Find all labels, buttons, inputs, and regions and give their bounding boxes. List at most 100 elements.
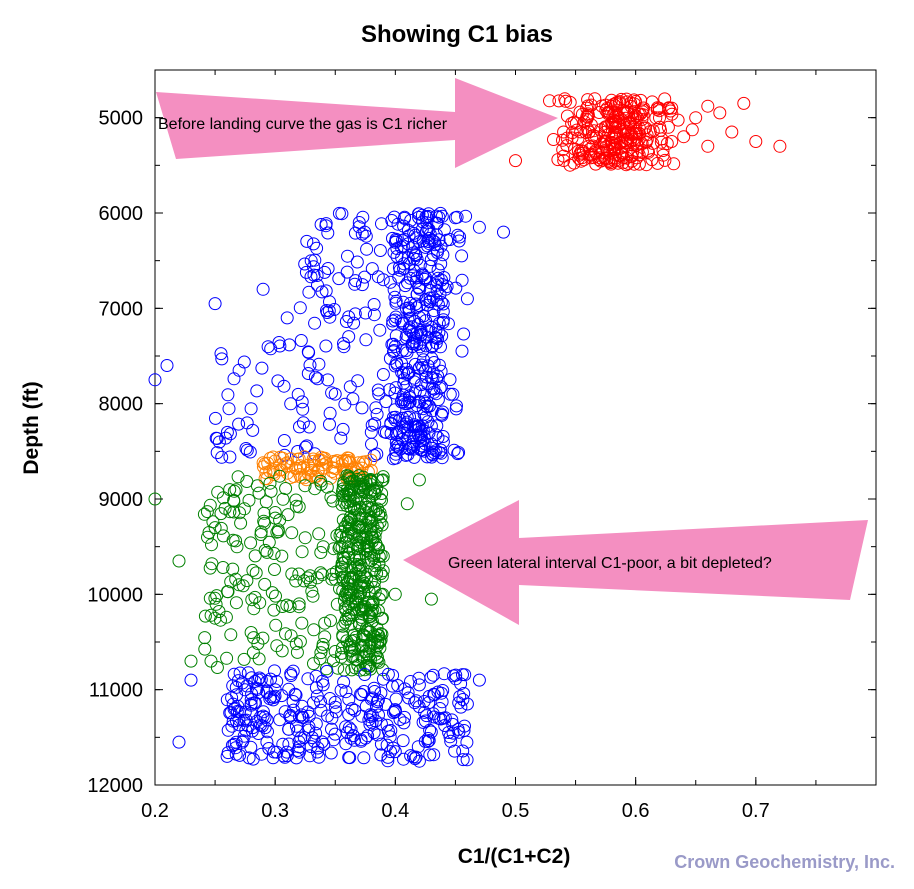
data-point (203, 591, 217, 605)
data-point (367, 581, 381, 594)
data-point (565, 116, 579, 130)
data-point (422, 689, 436, 703)
data-point (419, 339, 433, 353)
data-point (426, 291, 440, 305)
data-point (386, 314, 400, 328)
data-point (384, 417, 398, 431)
data-point (654, 123, 667, 137)
data-point (664, 104, 677, 118)
data-point (215, 450, 229, 464)
data-point (592, 106, 606, 119)
data-point (421, 222, 435, 236)
data-point (344, 617, 358, 631)
x-tick-label: 0.5 (502, 800, 530, 822)
data-point (363, 644, 376, 658)
data-point (407, 264, 421, 278)
data-point (423, 723, 437, 737)
data-point (422, 223, 436, 236)
data-point (361, 580, 374, 594)
data-point (282, 737, 296, 751)
data-point (424, 592, 438, 606)
data-point (427, 710, 441, 724)
data-point (314, 218, 328, 231)
data-point (677, 130, 691, 144)
data-point (310, 689, 324, 703)
data-point (301, 367, 315, 380)
y-tick-label: 8000 (99, 394, 144, 416)
annotation-arrows (156, 78, 868, 625)
data-point (221, 585, 234, 599)
data-point (246, 721, 260, 735)
data-point (646, 136, 660, 150)
data-point (437, 223, 451, 237)
data-point (434, 407, 448, 421)
data-point (624, 119, 637, 133)
data-point (374, 633, 388, 647)
data-point (268, 664, 281, 678)
data-point (389, 296, 403, 310)
data-point (302, 420, 316, 434)
data-point (365, 418, 379, 432)
data-point (369, 524, 383, 538)
data-point (409, 249, 423, 263)
data-point (203, 498, 217, 512)
data-point (713, 106, 727, 120)
data-point (285, 526, 299, 540)
data-point (597, 137, 611, 151)
data-point (301, 672, 315, 686)
data-point (292, 500, 306, 514)
data-point (412, 671, 426, 685)
data-point (403, 311, 417, 325)
data-point (311, 372, 324, 386)
data-point (701, 99, 715, 113)
data-point (336, 619, 350, 633)
data-point (387, 344, 401, 357)
data-point (299, 265, 313, 279)
data-point (367, 551, 381, 565)
data-point (363, 515, 377, 529)
data-point (451, 447, 465, 461)
data-point (257, 514, 271, 528)
data-point (388, 705, 402, 719)
data-point (318, 630, 332, 644)
data-point (387, 283, 401, 297)
data-point (351, 503, 365, 517)
data-point (205, 557, 219, 571)
data-point (455, 249, 469, 263)
data-point (304, 254, 318, 268)
data-point (359, 306, 372, 320)
data-point (420, 709, 433, 723)
data-point (354, 734, 368, 748)
y-tick-label: 10000 (87, 584, 143, 606)
data-point (443, 233, 457, 246)
data-point (289, 637, 303, 651)
data-point (280, 745, 294, 759)
data-point (332, 541, 346, 555)
data-point (307, 268, 321, 282)
data-point (314, 477, 328, 491)
data-point (455, 344, 469, 358)
data-point (248, 590, 262, 604)
data-point (434, 686, 448, 700)
data-point (287, 470, 301, 483)
x-axis-label: C1/(C1+C2) (458, 845, 571, 868)
data-point (358, 668, 372, 681)
data-point (399, 448, 413, 462)
data-point (312, 357, 326, 371)
data-point (289, 574, 303, 588)
data-point (388, 403, 402, 417)
data-point (658, 153, 672, 167)
data-point (403, 395, 417, 409)
data-point (331, 661, 345, 675)
data-point (245, 687, 259, 701)
data-point (425, 450, 439, 464)
data-point (281, 508, 295, 522)
data-point (371, 629, 385, 642)
data-point (367, 298, 381, 311)
data-point (222, 402, 236, 416)
data-point (600, 101, 614, 115)
data-point (260, 545, 274, 559)
y-tick-label: 6000 (99, 203, 144, 225)
y-tick-label: 9000 (99, 489, 144, 511)
data-point (375, 611, 389, 625)
